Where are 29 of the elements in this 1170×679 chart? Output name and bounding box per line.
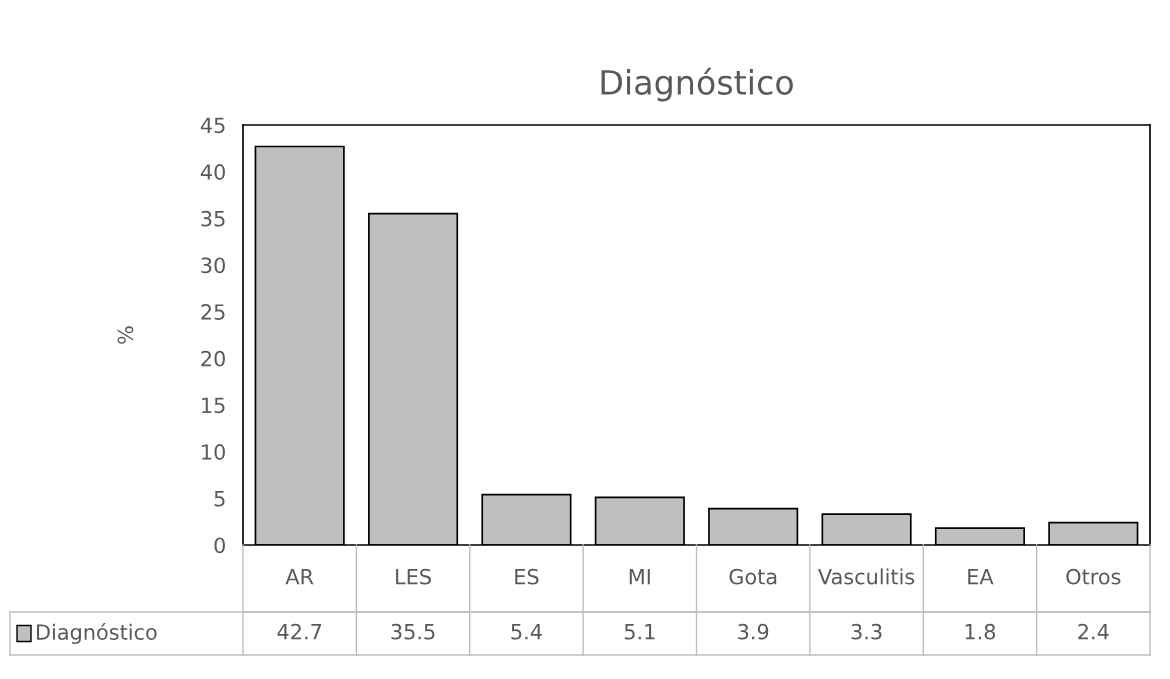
- y-tick-label: 15: [202, 397, 225, 414]
- data-label: 42.7: [277, 623, 322, 640]
- data-label: 5.4: [511, 624, 542, 640]
- data-label: 1.8: [965, 623, 996, 640]
- x-tick-label: AR: [285, 569, 314, 585]
- y-tick-label: 25: [201, 304, 225, 320]
- y-tick-label: 30: [201, 257, 225, 274]
- y-tick-label: 35: [201, 210, 225, 227]
- x-tick-label: Gota: [729, 568, 777, 585]
- x-tick-label: ES: [515, 568, 539, 585]
- y-tick-label: 5: [214, 491, 225, 507]
- data-label: 35.5: [391, 623, 435, 640]
- chart-title: Diagnóstico: [601, 67, 793, 102]
- x-tick-label: EA: [968, 569, 994, 585]
- data-label: 3.3: [851, 623, 882, 640]
- y-tick-label: 0: [214, 537, 225, 554]
- y-tick-label: 10: [202, 444, 225, 460]
- x-tick-label: Vasculitis: [818, 568, 915, 585]
- y-tick-label: 40: [200, 164, 225, 180]
- x-tick-label: MI: [629, 569, 650, 585]
- y-tick-label: 45: [200, 117, 225, 134]
- x-tick-label: Otros: [1066, 568, 1121, 585]
- y-tick-label: 20: [201, 350, 225, 367]
- data-label: 5.1: [624, 624, 655, 640]
- data-label: 3.9: [738, 623, 769, 640]
- legend-label: Diagnóstico: [37, 623, 157, 644]
- data-label: 2.4: [1078, 623, 1109, 640]
- x-tick-label: LES: [396, 568, 431, 585]
- y-axis-title: %: [117, 326, 134, 344]
